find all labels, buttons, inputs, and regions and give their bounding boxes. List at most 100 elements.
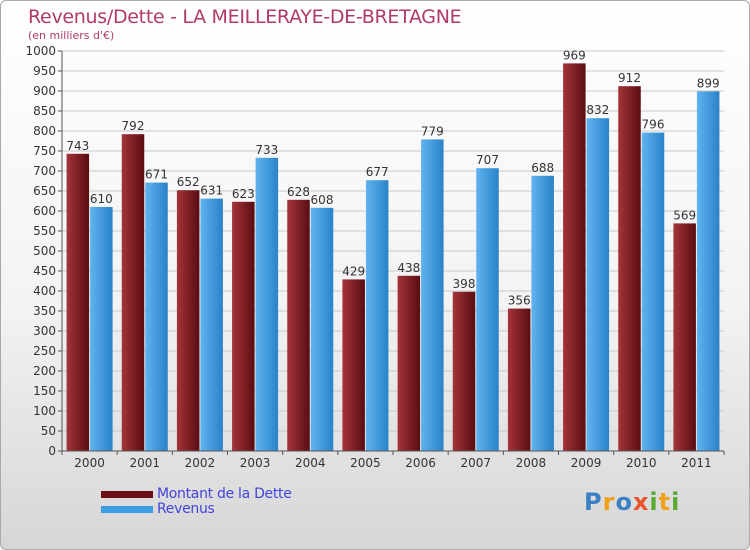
data-label: 743 xyxy=(66,139,89,153)
y-tick-label: 750 xyxy=(33,144,56,158)
y-tick-label: 650 xyxy=(33,184,56,198)
data-label: 688 xyxy=(531,161,554,175)
bar-dette xyxy=(66,153,90,452)
data-label: 796 xyxy=(642,118,665,132)
data-label: 438 xyxy=(397,261,420,275)
x-tick-label: 2004 xyxy=(295,456,326,470)
bar-revenus xyxy=(421,139,444,451)
data-label: 356 xyxy=(508,294,531,308)
bar-revenus xyxy=(365,180,389,451)
bar-dette xyxy=(507,308,531,451)
bar-revenus xyxy=(255,157,279,452)
y-tick-label: 400 xyxy=(33,284,56,298)
y-tick-label: 100 xyxy=(33,404,56,418)
bar-dette xyxy=(176,190,200,451)
y-tick-label: 200 xyxy=(33,364,56,378)
bar-dette xyxy=(232,201,255,451)
x-tick-label: 2000 xyxy=(74,456,105,470)
logo-letter: r xyxy=(602,488,616,516)
axes: 0 50 100 150 200 250 300 350 400 450 500 550 600 650 7… xyxy=(25,44,725,470)
data-label: 707 xyxy=(476,153,499,167)
y-tick-label: 1000 xyxy=(25,44,56,58)
y-tick-label: 800 xyxy=(33,124,56,138)
bar-revenus xyxy=(586,118,610,451)
bars xyxy=(66,63,720,452)
data-label: 671 xyxy=(145,168,168,182)
bar-revenus xyxy=(476,168,499,451)
chart-title: Revenus/Dette - LA MEILLERAYE-DE-BRETAGN… xyxy=(28,6,462,28)
proxiti-logo: Proxiti xyxy=(584,488,680,516)
data-label: 569 xyxy=(673,208,696,222)
data-label: 832 xyxy=(586,103,609,117)
bar-dette xyxy=(121,134,145,451)
data-label: 610 xyxy=(90,192,113,206)
y-tick-label: 50 xyxy=(41,424,56,438)
logo-letter: x xyxy=(632,488,650,516)
bar-revenus xyxy=(145,182,168,451)
bar-revenus xyxy=(641,132,665,451)
bar-revenus xyxy=(696,91,720,452)
y-tick-label: 450 xyxy=(33,264,56,278)
logo-letter: o xyxy=(615,488,633,516)
data-label: 398 xyxy=(453,277,476,291)
logo-letter: P xyxy=(584,488,603,516)
x-tick-label: 2002 xyxy=(185,456,216,470)
x-tick-label: 2006 xyxy=(405,456,436,470)
bar-dette xyxy=(563,63,586,452)
chart-subtitle: (en milliers d'€) xyxy=(28,29,115,42)
data-label: 429 xyxy=(342,264,365,278)
logo-letter: i xyxy=(649,488,659,516)
grid-lines xyxy=(62,50,724,452)
data-label: 652 xyxy=(177,175,200,189)
bar-revenus xyxy=(310,207,334,451)
data-label: 677 xyxy=(366,165,389,179)
x-tick-label: 2010 xyxy=(626,456,657,470)
logo-letter: i xyxy=(671,488,681,516)
y-tick-label: 550 xyxy=(33,224,56,238)
data-label: 623 xyxy=(232,187,255,201)
bar-dette xyxy=(618,86,641,451)
x-tick-label: 2009 xyxy=(571,456,602,470)
data-label: 631 xyxy=(200,184,223,198)
bar-revenus xyxy=(90,207,113,451)
y-tick-label: 500 xyxy=(33,244,56,258)
data-label: 628 xyxy=(287,185,310,199)
legend-label-dette: Montant de la Dette xyxy=(157,486,292,502)
data-label: 912 xyxy=(618,71,641,85)
y-tick-label: 250 xyxy=(33,344,56,358)
x-tick-label: 2003 xyxy=(240,456,271,470)
data-label: 899 xyxy=(697,76,720,90)
bar-dette xyxy=(452,291,476,451)
y-tick-label: 0 xyxy=(48,444,56,458)
x-tick-label: 2005 xyxy=(350,456,381,470)
y-tick-label: 900 xyxy=(33,84,56,98)
bar-dette xyxy=(287,199,310,451)
y-tick-label: 300 xyxy=(33,324,56,338)
legend-label-revenus: Revenus xyxy=(157,501,215,517)
bar-dette xyxy=(673,223,696,451)
y-tick-label: 600 xyxy=(33,204,56,218)
y-tick-label: 850 xyxy=(33,104,56,118)
legend-swatch-dette xyxy=(101,491,153,498)
y-tick-label: 150 xyxy=(33,384,56,398)
data-label: 969 xyxy=(563,48,586,62)
y-tick-label: 350 xyxy=(33,304,56,318)
x-tick-label: 2007 xyxy=(460,456,491,470)
data-label: 779 xyxy=(421,124,444,138)
x-tick-label: 2008 xyxy=(516,456,547,470)
bar-revenus xyxy=(531,175,554,452)
data-label: 733 xyxy=(255,143,278,157)
data-label: 608 xyxy=(311,193,334,207)
bar-dette xyxy=(397,275,421,451)
y-tick-label: 950 xyxy=(33,64,56,78)
bar-revenus xyxy=(200,198,223,451)
y-tick-label: 700 xyxy=(33,164,56,178)
legend-swatch-revenus xyxy=(101,506,153,513)
data-label: 792 xyxy=(122,119,145,133)
x-tick-label: 2011 xyxy=(681,456,712,470)
x-tick-label: 2001 xyxy=(129,456,160,470)
bar-dette xyxy=(342,279,365,451)
